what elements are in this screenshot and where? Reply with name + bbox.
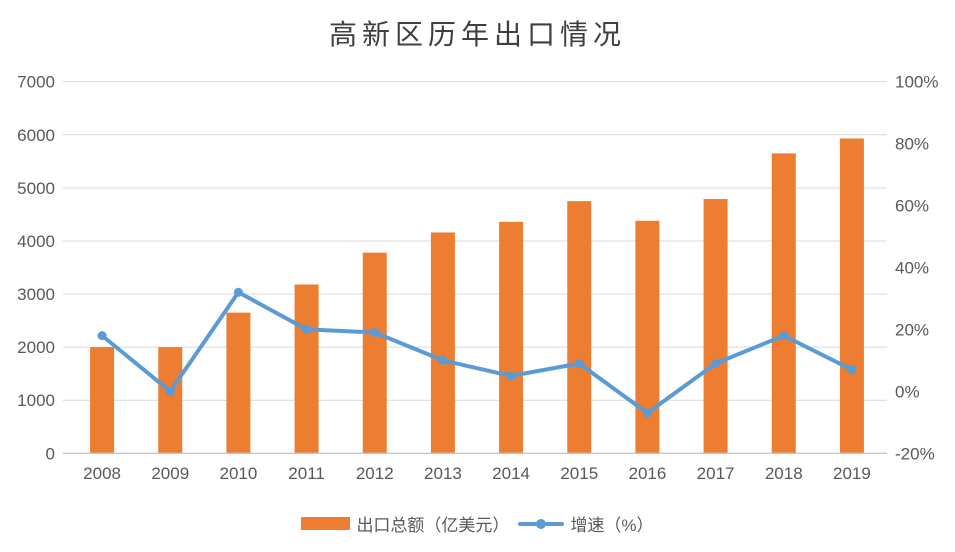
growth-marker-2019[interactable] bbox=[847, 365, 857, 375]
bar-2010[interactable] bbox=[226, 312, 251, 454]
x-axis-category-label: 2008 bbox=[83, 464, 121, 483]
growth-line[interactable] bbox=[100, 290, 854, 416]
bar-series-swatch-icon bbox=[301, 517, 351, 530]
legend: 出口总额（亿美元） 增速（%） bbox=[0, 511, 955, 536]
legend-item-exports[interactable]: 出口总额（亿美元） bbox=[301, 511, 509, 536]
x-axis-category-label: 2009 bbox=[151, 464, 189, 483]
growth-marker-2011[interactable] bbox=[302, 324, 312, 334]
bar-2009[interactable] bbox=[158, 347, 183, 454]
growth-marker-2008[interactable] bbox=[97, 331, 107, 341]
x-axis-category-label: 2015 bbox=[560, 464, 598, 483]
bar-2016[interactable] bbox=[635, 220, 660, 454]
right-axis-tick-label: 60% bbox=[895, 197, 929, 216]
growth-marker-2012[interactable] bbox=[370, 328, 380, 338]
bar-2019[interactable] bbox=[839, 138, 864, 454]
growth-marker-2009[interactable] bbox=[165, 386, 175, 396]
left-axis-tick-label: 5000 bbox=[17, 179, 55, 198]
left-axis-tick-label: 7000 bbox=[17, 73, 55, 92]
chart-title: 高新区历年出口情况 bbox=[328, 20, 626, 51]
bar-2012[interactable] bbox=[362, 252, 387, 454]
bar-2015[interactable] bbox=[567, 201, 592, 454]
bar-2008[interactable] bbox=[90, 347, 115, 454]
x-axis-category-label: 2013 bbox=[424, 464, 462, 483]
left-axis-tick-label: 0 bbox=[46, 444, 55, 463]
right-axis-tick-label: 0% bbox=[895, 382, 920, 401]
x-axis-category-label: 2011 bbox=[288, 464, 325, 483]
right-axis-tick-label: 20% bbox=[895, 320, 929, 339]
bar-2018[interactable] bbox=[771, 153, 796, 454]
x-axis-category-label: 2014 bbox=[492, 464, 530, 483]
x-axis-category-label: 2010 bbox=[220, 464, 258, 483]
right-axis-tick-label: 40% bbox=[895, 259, 929, 278]
bar-2013[interactable] bbox=[430, 232, 455, 454]
bar-2017[interactable] bbox=[703, 199, 728, 454]
growth-marker-2015[interactable] bbox=[574, 358, 584, 368]
legend-label-exports: 出口总额（亿美元） bbox=[356, 516, 510, 535]
x-axis-category-label: 2018 bbox=[765, 464, 803, 483]
legend-label-growth: 增速（%） bbox=[570, 516, 654, 535]
legend-item-growth[interactable]: 增速（%） bbox=[518, 511, 654, 536]
right-axis-tick-label: 100% bbox=[895, 73, 938, 92]
growth-marker-2013[interactable] bbox=[438, 355, 448, 365]
growth-marker-2010[interactable] bbox=[233, 287, 243, 297]
left-axis-tick-label: 3000 bbox=[17, 285, 55, 304]
right-axis-tick-label: -20% bbox=[895, 444, 935, 463]
growth-marker-2014[interactable] bbox=[506, 371, 516, 381]
x-axis-category-label: 2017 bbox=[697, 464, 735, 483]
growth-marker-2018[interactable] bbox=[779, 331, 789, 341]
left-axis-tick-label: 4000 bbox=[17, 232, 55, 251]
x-axis-category-label: 2016 bbox=[629, 464, 667, 483]
growth-marker-2016[interactable] bbox=[642, 408, 652, 418]
left-axis-tick-label: 2000 bbox=[17, 338, 55, 357]
right-axis-tick-label: 80% bbox=[895, 135, 929, 154]
x-axis-category-label: 2012 bbox=[356, 464, 394, 483]
bar-2011[interactable] bbox=[294, 284, 319, 454]
growth-marker-2017[interactable] bbox=[711, 358, 721, 368]
bar-2014[interactable] bbox=[499, 221, 524, 454]
left-axis-tick-label: 1000 bbox=[17, 391, 55, 410]
x-axis-category-label: 2019 bbox=[833, 464, 871, 483]
left-axis-tick-label: 6000 bbox=[17, 126, 55, 145]
line-series-swatch-icon bbox=[518, 518, 565, 529]
